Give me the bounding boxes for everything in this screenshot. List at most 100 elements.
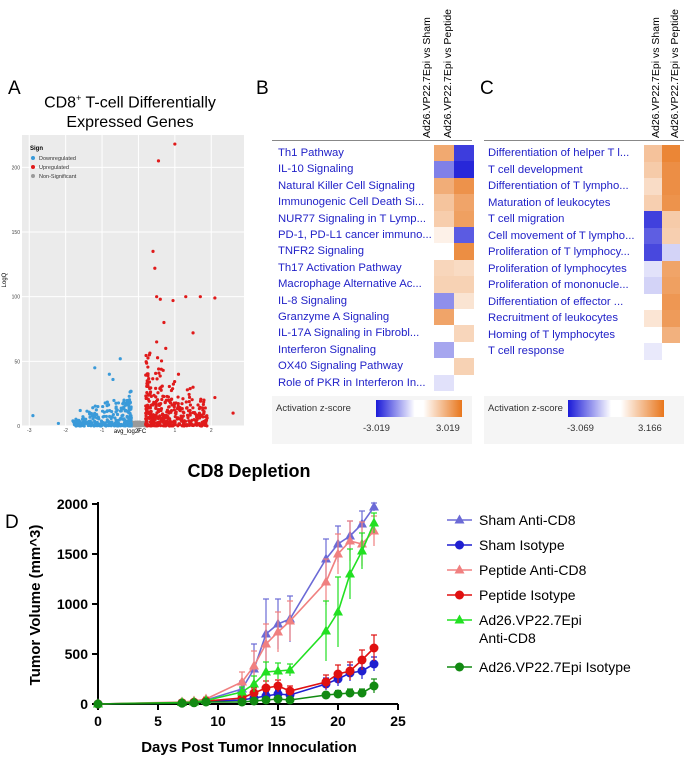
volcano-point [172,408,176,412]
heatmap-c-cell [662,244,680,261]
heatmap-b-cell [454,210,474,227]
volcano-point [129,405,133,409]
volcano-point [91,406,95,410]
heatmap-c-row-label: T cell migration [488,213,565,225]
volcano-point [111,377,115,382]
volcano-point [197,411,201,415]
volcano-point [144,360,148,364]
volcano-point [176,416,180,420]
volcano-point [124,409,129,413]
volcano-point [129,416,133,420]
volcano-point [186,409,191,413]
volcano-point [159,385,163,389]
chart-legend-label: Ad26.VP22.7Epi Isotype [479,659,631,675]
volcano-point [173,380,177,384]
chart-xlabel: Days Post Tumor Innoculation [141,739,357,756]
heatmap-c-row-label: Homing of T lymphocytes [488,328,616,341]
heatmap-c-row-label: Recruitment of leukocytes [488,312,618,324]
volcano-point [122,421,127,425]
volcano-point [155,415,159,419]
volcano-point [111,412,115,417]
chart-point [357,655,367,665]
volcano-point [87,423,91,427]
volcano-point [105,420,109,424]
chart-point [455,540,464,550]
zscore-legend-c-bar [568,400,664,417]
volcano-point [127,417,131,422]
chart-series [93,678,379,709]
volcano-point [184,295,188,299]
heatmap-c-row-label: T cell response [488,345,565,357]
volcano-point [188,387,192,391]
heatmap-c-row-label: Differentiation of effector ... [488,295,624,308]
volcano-point [151,377,155,381]
volcano-point [184,423,188,428]
volcano-point [138,423,142,427]
volcano-point [152,393,156,397]
volcano-point [149,386,153,390]
volcano-point [171,298,175,303]
heatmap-b-cell [454,145,474,162]
heatmap-b-cell [434,210,454,227]
heatmap-b-cell [454,276,474,293]
heatmap-b-row-label: Interferon Signaling [278,343,376,356]
chart-xtick-label: 15 [270,713,286,729]
chart-point [357,688,367,698]
volcano-point [112,398,116,403]
heatmap-b-cell [454,227,474,244]
zscore-legend-c-min: -3.069 [567,423,594,434]
volcano-point [107,414,112,419]
chart-point [237,697,247,707]
volcano-point [56,421,60,426]
chart-point [369,681,379,691]
heatmap-b-cell [454,243,474,260]
chart-point [321,625,331,635]
volcano-point [199,397,203,401]
chart-point [93,699,103,709]
chart-point [357,666,367,676]
chart-ytick-label: 500 [65,646,89,662]
volcano-point [166,416,170,421]
volcano-point [159,407,164,411]
heatmap-c-row-label: Differentiation of helper T l... [488,147,630,159]
volcano-point [168,401,173,405]
volcano-point [158,374,162,378]
volcano-point [186,415,190,420]
volcano-point [167,384,171,389]
volcano-point [119,409,123,413]
chart-legend-label: Ad26.VP22.7Epi [479,612,582,628]
volcano-point [176,405,180,410]
volcano-legend-label: Downregulated [39,156,76,162]
heatmap-c-cell [662,310,680,327]
heatmap-b-cell [434,161,454,178]
volcano-point [165,394,169,399]
heatmap-c-cell [662,326,680,343]
chart-point [345,568,355,578]
volcano-point [90,414,95,418]
volcano-point [120,414,124,418]
chart-legend-label: Anti-CD8 [479,630,536,646]
volcano-point [202,410,206,414]
volcano-title: CD8+ T-cell Differentially Expressed Gen… [44,93,216,132]
heatmap-c-cell [644,145,662,162]
chart-point [454,514,465,524]
chart-xtick-label: 20 [330,713,346,729]
volcano-point [182,411,186,415]
volcano-point [128,400,133,405]
volcano-ylabel: LogQ [2,272,8,287]
volcano-point [123,418,127,422]
chart-point [345,688,355,698]
volcano-point [77,418,81,422]
volcano-point [202,398,206,402]
volcano-ytick: 150 [12,230,21,236]
volcano-point [93,419,97,423]
heatmap-b-cell [434,341,454,359]
heatmap-b-row-label: OX40 Signaling Pathway [278,360,403,373]
volcano-point [191,385,195,389]
volcano-point [144,417,148,421]
volcano-point [154,371,158,375]
volcano-point [152,400,156,404]
heatmap-c-cell [644,327,662,344]
volcano-point [162,418,166,422]
chart-point [321,690,331,700]
